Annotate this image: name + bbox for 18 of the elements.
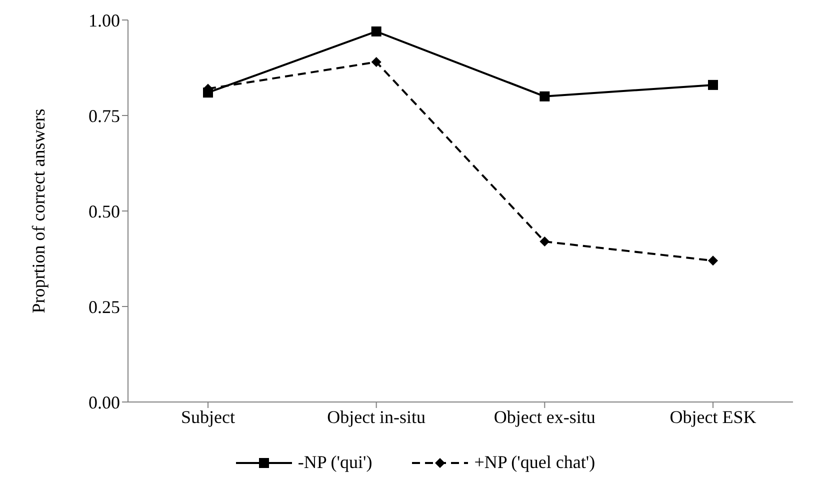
x-tick-label: Object in-situ <box>327 406 426 427</box>
y-tick-label: 0.25 <box>88 296 120 317</box>
point <box>371 57 382 68</box>
y-tick-label: 1.00 <box>88 10 120 30</box>
x-tick-label: Object ESK <box>670 406 756 427</box>
point <box>540 236 550 247</box>
legend-label: -NP ('qui') <box>298 452 372 473</box>
x-tick-label: Object ex-situ <box>494 406 596 427</box>
point <box>540 91 550 102</box>
y-tick-label: 0.50 <box>88 201 120 222</box>
y-axis-title: Proprtion of correct answers <box>28 108 48 314</box>
legend-label: +NP ('quel chat') <box>474 452 596 473</box>
point <box>708 80 718 90</box>
x-tick-label: Subject <box>181 406 235 427</box>
point <box>371 26 382 36</box>
y-tick-label: 0.75 <box>88 106 120 126</box>
point <box>708 256 718 266</box>
y-tick-label: 0.00 <box>88 392 120 412</box>
